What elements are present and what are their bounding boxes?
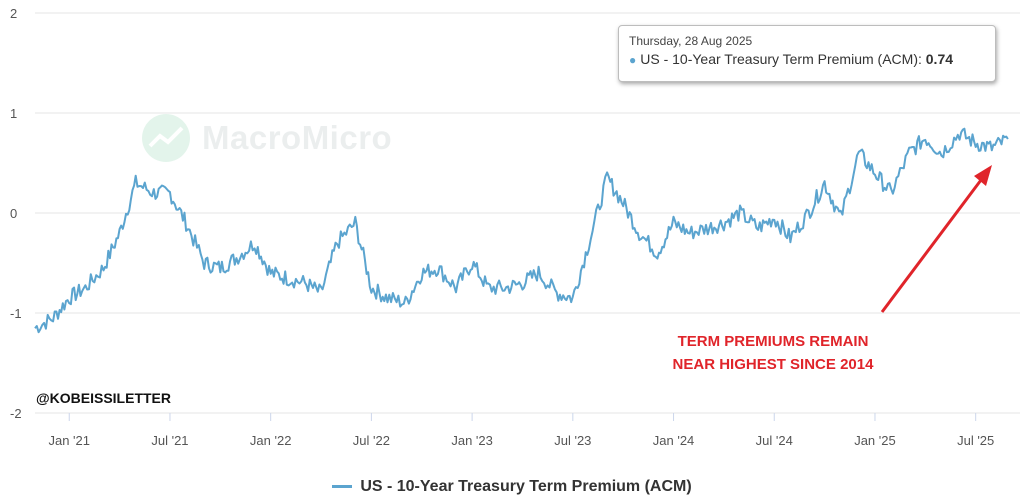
y-tick-label: 0 bbox=[10, 206, 17, 221]
x-tick-label: Jul '23 bbox=[554, 433, 591, 448]
tooltip-date: Thursday, 28 Aug 2025 bbox=[629, 34, 753, 48]
tooltip-series-label: US - 10-Year Treasury Term Premium (ACM)… bbox=[640, 51, 922, 67]
legend-label: US - 10-Year Treasury Term Premium (ACM) bbox=[360, 478, 692, 495]
x-tick-label: Jan '25 bbox=[854, 433, 896, 448]
x-tick-label: Jan '21 bbox=[48, 433, 90, 448]
y-tick-label: 1 bbox=[10, 106, 17, 121]
annotation-arrow bbox=[880, 165, 992, 313]
source-handle: @KOBEISSILETTER bbox=[36, 390, 171, 406]
series-line[interactable] bbox=[34, 127, 1009, 334]
annotation-line-1: TERM PREMIUMS REMAIN bbox=[677, 333, 869, 350]
y-tick-label: -2 bbox=[10, 406, 22, 421]
y-tick-label: 2 bbox=[10, 6, 17, 21]
x-tick-label: Jan '22 bbox=[250, 433, 292, 448]
arrow-head bbox=[974, 165, 992, 186]
tooltip-value: 0.74 bbox=[925, 51, 954, 67]
x-tick-label: Jul '25 bbox=[957, 433, 994, 448]
macromicro-logo-icon bbox=[142, 114, 190, 162]
x-tick-label: Jul '21 bbox=[151, 433, 188, 448]
arrow-shaft bbox=[880, 179, 983, 313]
x-tick-label: Jul '24 bbox=[756, 433, 793, 448]
tooltip-row: ● US - 10-Year Treasury Term Premium (ACM… bbox=[629, 51, 995, 67]
legend-swatch bbox=[332, 485, 353, 489]
annotation-line-2: NEAR HIGHEST SINCE 2014 bbox=[672, 356, 874, 373]
y-tick-label: -1 bbox=[10, 306, 22, 321]
series-dot-icon: ● bbox=[629, 53, 637, 67]
x-tick-label: Jan '23 bbox=[451, 433, 493, 448]
chart-annotation: TERM PREMIUMS REMAIN NEAR HIGHEST SINCE … bbox=[608, 330, 938, 376]
x-tick-label: Jan '24 bbox=[653, 433, 695, 448]
x-tick-label: Jul '22 bbox=[353, 433, 390, 448]
watermark-text: MacroMicro bbox=[202, 119, 393, 156]
chart-tooltip: Thursday, 28 Aug 2025 ● US - 10-Year Trea… bbox=[618, 25, 996, 82]
chart-legend[interactable]: US - 10-Year Treasury Term Premium (ACM) bbox=[0, 478, 1024, 496]
watermark-logo: MacroMicro bbox=[140, 112, 392, 164]
